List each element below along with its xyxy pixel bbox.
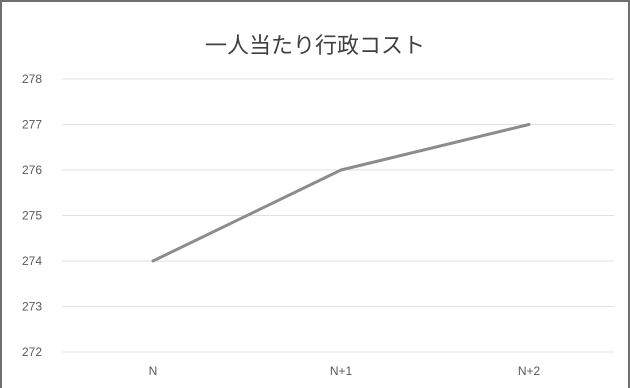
y-tick-label: 275: [22, 209, 42, 223]
data-point: [152, 260, 154, 262]
x-tick-label: N+1: [330, 364, 353, 378]
data-point: [528, 124, 530, 125]
x-tick-label: N+2: [518, 364, 541, 378]
y-tick-label: 273: [22, 300, 42, 314]
gridlines: [62, 78, 614, 353]
series-lines: [151, 123, 531, 263]
y-tick-labels: 272 273 274 275 276 277 278: [22, 72, 42, 359]
series-line: [151, 123, 531, 263]
y-tick-label: 272: [22, 345, 42, 359]
x-tick-label: N: [149, 364, 158, 378]
data-point: [340, 169, 342, 171]
y-tick-label: 274: [22, 254, 42, 268]
chart-title: 一人当たり行政コスト: [204, 34, 425, 59]
y-tick-label: 276: [22, 163, 42, 177]
x-tick-labels: N N+1 N+2: [149, 364, 541, 378]
y-tick-label: 277: [22, 118, 42, 132]
y-tick-label: 278: [22, 72, 42, 86]
